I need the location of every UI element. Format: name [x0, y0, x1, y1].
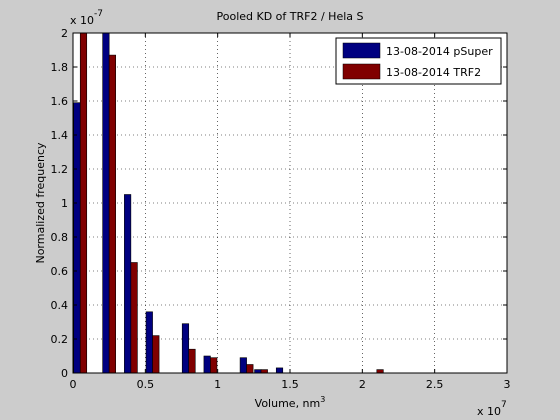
y-tick-label: 1.8	[51, 61, 69, 74]
y-tick-label: 0.8	[51, 231, 69, 244]
y-exponent-power: -7	[94, 9, 103, 19]
y-tick-label: 1.2	[51, 163, 69, 176]
bar-trf2	[376, 369, 384, 374]
bar-psuper	[124, 194, 132, 374]
x-tick-labels: 0 0.5 1 1.5 2 2.5 3	[70, 378, 511, 391]
x-tick-label: 0	[70, 378, 77, 391]
chart-title: Pooled KD of TRF2 / Hela S	[217, 10, 364, 23]
x-tick-label: 3	[504, 378, 511, 391]
x-exponent: x 107	[477, 400, 507, 418]
legend: 13-08-2014 pSuper 13-08-2014 TRF2	[335, 37, 502, 85]
bar-trf2	[210, 357, 218, 374]
bar-psuper	[275, 367, 284, 374]
x-tick-label: 1	[214, 378, 221, 391]
x-axis-label-superscript: 3	[320, 395, 325, 404]
bar-trf2	[246, 364, 254, 374]
y-tick-label: 0.4	[51, 299, 69, 312]
y-tick-label: 1.6	[51, 95, 69, 108]
y-tick-label: 2	[61, 27, 68, 40]
legend-label-psuper: 13-08-2014 pSuper	[386, 45, 493, 58]
legend-swatch-psuper	[342, 42, 381, 59]
bar-psuper	[102, 32, 110, 374]
bar-psuper	[181, 323, 190, 374]
bar-trf2	[79, 32, 88, 374]
y-tick-label: 0.2	[51, 333, 69, 346]
x-tick-label: 2.5	[426, 378, 444, 391]
bar-trf2	[188, 348, 196, 374]
legend-label-trf2: 13-08-2014 TRF2	[386, 66, 481, 79]
bar-psuper	[145, 311, 153, 374]
y-exponent: x 10-7	[70, 9, 103, 27]
y-tick-label: 1	[61, 197, 68, 210]
bar-psuper	[254, 369, 262, 374]
x-exponent-power: 7	[501, 400, 507, 410]
y-exponent-base: x 10	[70, 14, 94, 27]
bar-psuper	[73, 102, 81, 374]
x-exponent-base: x 10	[477, 405, 501, 418]
grid	[73, 33, 507, 373]
x-axis-label: Volume, nm3	[255, 395, 326, 410]
bar-psuper	[239, 357, 247, 374]
bar-trf2	[260, 369, 268, 374]
x-tick-label: 1.5	[281, 378, 299, 391]
bar-trf2	[152, 335, 160, 374]
y-axis-label: Normalized frequency	[34, 142, 47, 264]
y-tick-label: 0	[61, 367, 68, 380]
bar-trf2	[108, 54, 116, 374]
y-tick-label: 0.6	[51, 265, 69, 278]
y-tick-label: 1.4	[51, 129, 69, 142]
legend-swatch-trf2	[342, 63, 381, 80]
ticks	[72, 32, 508, 374]
y-tick-labels: 0 0.2 0.4 0.6 0.8 1 1.2 1.4 1.6 1.8 2	[51, 27, 69, 380]
x-tick-label: 0.5	[137, 378, 155, 391]
bar-psuper	[203, 355, 211, 374]
x-axis-label-text: Volume, nm	[255, 397, 321, 410]
x-tick-label: 2	[359, 378, 366, 391]
bar-trf2	[130, 262, 138, 374]
